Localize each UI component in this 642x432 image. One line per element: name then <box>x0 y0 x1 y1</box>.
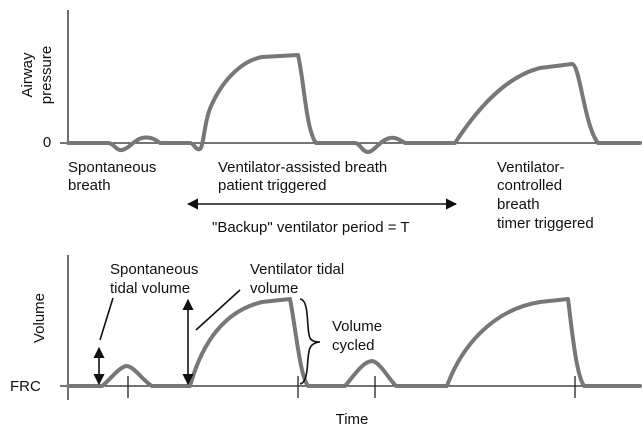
annotation: "Backup" ventilator period = T <box>212 219 410 236</box>
annotation: cycled <box>332 337 375 354</box>
annotation: Ventilator tidal <box>250 261 344 278</box>
annotation: Spontaneous <box>110 261 198 278</box>
annotation: patient triggered <box>218 177 326 194</box>
leader-line <box>99 297 114 341</box>
y-axis-label: Volume <box>31 293 48 343</box>
annotation: Ventilator-assisted breath <box>218 159 387 176</box>
y-axis-label: Airway <box>19 52 36 98</box>
annotation: tidal volume <box>110 280 190 297</box>
brace <box>299 298 321 385</box>
zero-label: 0 <box>43 134 51 151</box>
pressure-wave <box>66 53 642 154</box>
y-axis-label: pressure <box>38 46 55 104</box>
annotation: Spontaneous <box>68 159 156 176</box>
baseline-label: FRC <box>10 378 41 395</box>
leader-line <box>195 289 241 331</box>
annotation: volume <box>250 280 298 297</box>
annotation: breath <box>497 196 540 213</box>
annotation: Volume <box>332 318 382 335</box>
volume-wave <box>66 297 642 388</box>
annotation: controlled <box>497 177 562 194</box>
annotation: breath <box>68 177 111 194</box>
x-axis-label: Time <box>336 411 369 428</box>
time-ticks <box>127 376 576 398</box>
annotation: timer triggered <box>497 215 594 232</box>
annotation: Ventilator- <box>497 159 565 176</box>
